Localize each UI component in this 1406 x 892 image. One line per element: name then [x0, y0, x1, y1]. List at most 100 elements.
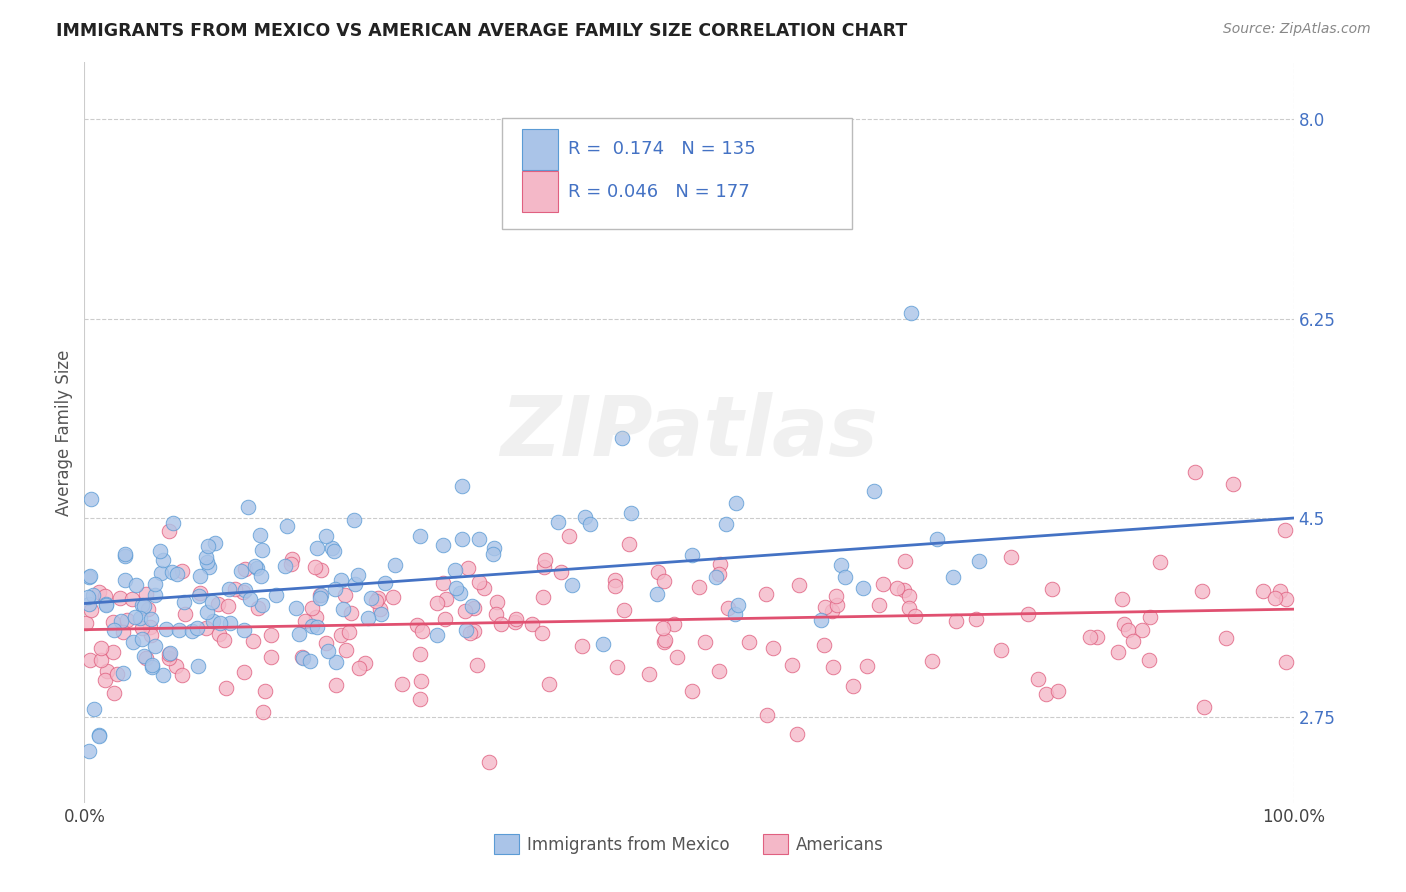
- Point: [253, 684, 276, 698]
- Point: [856, 659, 879, 673]
- Point: [681, 683, 703, 698]
- Point: [465, 657, 488, 672]
- Point: [451, 533, 474, 547]
- Point: [945, 615, 967, 629]
- Point: [368, 602, 391, 616]
- Point: [79, 653, 101, 667]
- Point: [347, 660, 370, 674]
- Point: [886, 582, 908, 596]
- Point: [209, 616, 232, 631]
- Point: [727, 598, 749, 612]
- Point: [1085, 630, 1108, 644]
- Point: [114, 549, 136, 564]
- Point: [129, 610, 152, 624]
- FancyBboxPatch shape: [522, 129, 558, 169]
- Point: [1111, 591, 1133, 606]
- Point: [810, 613, 832, 627]
- Point: [274, 558, 297, 573]
- Point: [136, 601, 159, 615]
- Point: [280, 557, 302, 571]
- Point: [357, 611, 380, 625]
- Point: [157, 650, 180, 665]
- Point: [232, 585, 254, 599]
- Point: [298, 654, 321, 668]
- Point: [187, 589, 209, 603]
- Point: [688, 580, 710, 594]
- Point: [249, 528, 271, 542]
- Point: [335, 642, 357, 657]
- Point: [157, 524, 180, 539]
- Point: [485, 595, 508, 609]
- Point: [530, 626, 553, 640]
- Point: [1251, 583, 1274, 598]
- Point: [172, 667, 194, 681]
- Point: [101, 645, 124, 659]
- Point: [77, 597, 100, 611]
- Point: [897, 590, 920, 604]
- Point: [411, 624, 433, 638]
- Point: [381, 591, 404, 605]
- Point: [110, 614, 132, 628]
- Point: [925, 532, 948, 546]
- Point: [166, 567, 188, 582]
- Point: [197, 559, 219, 574]
- Point: [1047, 684, 1070, 698]
- Point: [195, 555, 218, 569]
- Point: [207, 598, 229, 612]
- Point: [762, 640, 785, 655]
- Point: [330, 628, 353, 642]
- Point: [454, 623, 477, 637]
- Point: [195, 550, 218, 565]
- Point: [709, 558, 731, 572]
- FancyBboxPatch shape: [522, 171, 558, 212]
- Point: [367, 591, 389, 606]
- Point: [432, 575, 454, 590]
- Text: R =  0.174   N = 135: R = 0.174 N = 135: [568, 140, 756, 159]
- Point: [141, 660, 163, 674]
- Point: [242, 633, 264, 648]
- Point: [370, 607, 392, 622]
- Point: [232, 623, 254, 637]
- Point: [1035, 687, 1057, 701]
- Text: IMMIGRANTS FROM MEXICO VS AMERICAN AVERAGE FAMILY SIZE CORRELATION CHART: IMMIGRANTS FROM MEXICO VS AMERICAN AVERA…: [56, 22, 907, 40]
- Point: [301, 601, 323, 615]
- Point: [872, 577, 894, 591]
- Point: [606, 660, 628, 674]
- Point: [662, 617, 685, 632]
- Point: [505, 612, 527, 626]
- Point: [281, 552, 304, 566]
- Point: [491, 616, 513, 631]
- Point: [450, 479, 472, 493]
- Point: [547, 516, 569, 530]
- Point: [250, 569, 273, 583]
- Point: [841, 679, 863, 693]
- Point: [75, 616, 97, 631]
- Point: [534, 552, 557, 566]
- Point: [105, 666, 128, 681]
- Point: [316, 644, 339, 658]
- Point: [787, 578, 810, 592]
- Point: [83, 702, 105, 716]
- Point: [893, 583, 915, 598]
- Point: [131, 599, 153, 613]
- Point: [364, 594, 387, 608]
- Point: [202, 615, 225, 629]
- Point: [482, 541, 505, 556]
- Point: [834, 570, 856, 584]
- Point: [315, 529, 337, 543]
- Point: [1275, 592, 1298, 607]
- Point: [406, 618, 429, 632]
- Point: [346, 568, 368, 582]
- Point: [374, 576, 396, 591]
- Point: [309, 588, 332, 602]
- Point: [714, 516, 737, 531]
- Point: [307, 541, 329, 555]
- Point: [1108, 645, 1130, 659]
- Point: [132, 649, 155, 664]
- Point: [603, 579, 626, 593]
- Point: [868, 598, 890, 612]
- Point: [425, 596, 447, 610]
- Point: [93, 673, 115, 687]
- Point: [82, 588, 104, 602]
- Point: [195, 621, 218, 635]
